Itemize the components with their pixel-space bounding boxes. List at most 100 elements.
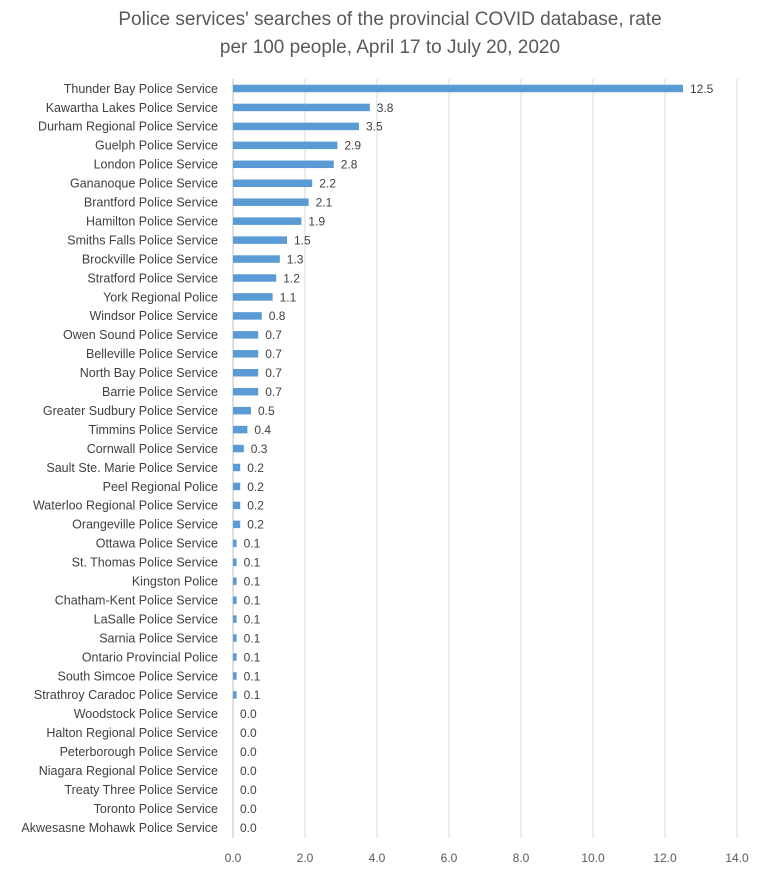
value-label: 1.2 bbox=[283, 271, 300, 285]
bar bbox=[233, 596, 237, 604]
category-label: Brockville Police Service bbox=[82, 252, 218, 266]
value-label: 3.8 bbox=[377, 101, 394, 115]
category-label: Sarnia Police Service bbox=[99, 631, 218, 645]
category-label: London Police Service bbox=[94, 158, 218, 172]
value-label: 0.0 bbox=[240, 802, 257, 816]
value-label: 0.0 bbox=[240, 821, 257, 835]
bar bbox=[233, 539, 237, 548]
category-label: Peel Regional Police bbox=[103, 480, 218, 494]
bar bbox=[233, 691, 237, 699]
category-label: Stratford Police Service bbox=[87, 271, 218, 285]
category-label: Peterborough Police Service bbox=[60, 745, 218, 759]
bar bbox=[233, 387, 259, 396]
value-label: 3.5 bbox=[366, 120, 383, 134]
bar bbox=[233, 236, 287, 244]
category-label: Greater Sudbury Police Service bbox=[43, 404, 218, 418]
bar bbox=[233, 350, 259, 358]
value-label: 0.2 bbox=[247, 461, 264, 475]
category-label: Owen Sound Police Service bbox=[63, 328, 218, 342]
bar bbox=[233, 179, 313, 187]
value-label: 0.1 bbox=[244, 688, 261, 702]
x-tick-label: 4.0 bbox=[369, 851, 386, 865]
x-tick-label: 10.0 bbox=[581, 851, 605, 865]
category-label: Hamilton Police Service bbox=[86, 214, 218, 228]
value-label: 0.1 bbox=[244, 537, 261, 551]
category-label: South Simcoe Police Service bbox=[58, 669, 219, 683]
bar bbox=[233, 217, 302, 225]
category-label: Belleville Police Service bbox=[86, 347, 218, 361]
category-label: Brantford Police Service bbox=[84, 196, 218, 210]
category-label: Orangeville Police Service bbox=[72, 518, 218, 532]
chart-title-line-2: per 100 people, April 17 to July 20, 202… bbox=[219, 37, 561, 58]
value-label: 0.0 bbox=[240, 726, 257, 740]
value-label: 2.2 bbox=[319, 177, 336, 191]
category-label: York Regional Police bbox=[103, 290, 218, 304]
value-label: 0.3 bbox=[251, 442, 268, 456]
value-label: 0.8 bbox=[269, 309, 286, 323]
bar bbox=[233, 84, 683, 93]
value-label: 1.3 bbox=[287, 252, 304, 266]
category-label: Kingston Police bbox=[132, 575, 218, 589]
bar bbox=[233, 615, 237, 623]
category-label: Sault Ste. Marie Police Service bbox=[46, 461, 218, 475]
bar bbox=[233, 312, 262, 320]
category-label: Halton Regional Police Service bbox=[46, 726, 218, 740]
value-label: 0.2 bbox=[247, 518, 264, 532]
bar bbox=[233, 406, 251, 415]
value-label: 1.9 bbox=[308, 214, 325, 228]
category-label: Ontario Provincial Police bbox=[82, 650, 218, 664]
category-label: Treaty Three Police Service bbox=[64, 783, 218, 797]
bar bbox=[233, 103, 370, 112]
bar bbox=[233, 141, 338, 150]
value-label: 0.2 bbox=[247, 499, 264, 513]
bar bbox=[233, 463, 241, 472]
category-label: Kawartha Lakes Police Service bbox=[46, 101, 218, 115]
category-label: Barrie Police Service bbox=[102, 385, 218, 399]
category-label: Woodstock Police Service bbox=[74, 707, 218, 721]
value-label: 0.0 bbox=[240, 764, 257, 778]
value-label: 12.5 bbox=[690, 82, 714, 96]
value-label: 0.0 bbox=[240, 783, 257, 797]
value-label: 0.0 bbox=[240, 707, 257, 721]
x-tick-label: 6.0 bbox=[441, 851, 458, 865]
value-label: 0.7 bbox=[265, 366, 282, 380]
x-tick-label: 12.0 bbox=[653, 851, 677, 865]
bar bbox=[233, 425, 248, 434]
value-label: 2.8 bbox=[341, 158, 358, 172]
category-label: Windsor Police Service bbox=[89, 309, 218, 323]
bar bbox=[233, 198, 309, 206]
bar bbox=[233, 501, 241, 510]
category-label: Timmins Police Service bbox=[89, 423, 218, 437]
value-label: 0.0 bbox=[240, 745, 257, 759]
bar bbox=[233, 653, 237, 661]
x-tick-label: 8.0 bbox=[513, 851, 530, 865]
value-label: 0.5 bbox=[258, 404, 275, 418]
category-label: Chatham-Kent Police Service bbox=[55, 593, 218, 607]
x-tick-label: 2.0 bbox=[297, 851, 314, 865]
bar bbox=[233, 160, 334, 169]
category-label: Niagara Regional Police Service bbox=[39, 764, 218, 778]
value-label: 0.7 bbox=[265, 347, 282, 361]
bar bbox=[233, 444, 244, 453]
bar bbox=[233, 331, 259, 339]
bar bbox=[233, 634, 237, 642]
category-label: Strathroy Caradoc Police Service bbox=[34, 688, 218, 702]
category-label: Toronto Police Service bbox=[94, 802, 218, 816]
category-label: Ottawa Police Service bbox=[96, 537, 218, 551]
value-label: 0.1 bbox=[244, 593, 261, 607]
bar bbox=[233, 482, 241, 491]
bar bbox=[233, 122, 359, 131]
category-label: Gananoque Police Service bbox=[70, 177, 218, 191]
bar bbox=[233, 520, 241, 529]
category-label: St. Thomas Police Service bbox=[72, 556, 218, 570]
bar bbox=[233, 558, 237, 566]
value-label: 2.1 bbox=[316, 196, 333, 210]
value-label: 0.2 bbox=[247, 480, 264, 494]
value-label: 0.1 bbox=[244, 650, 261, 664]
bar bbox=[233, 293, 273, 301]
category-label: Cornwall Police Service bbox=[87, 442, 218, 456]
bar bbox=[233, 274, 277, 282]
value-label: 0.1 bbox=[244, 575, 261, 589]
bar bbox=[233, 369, 259, 377]
